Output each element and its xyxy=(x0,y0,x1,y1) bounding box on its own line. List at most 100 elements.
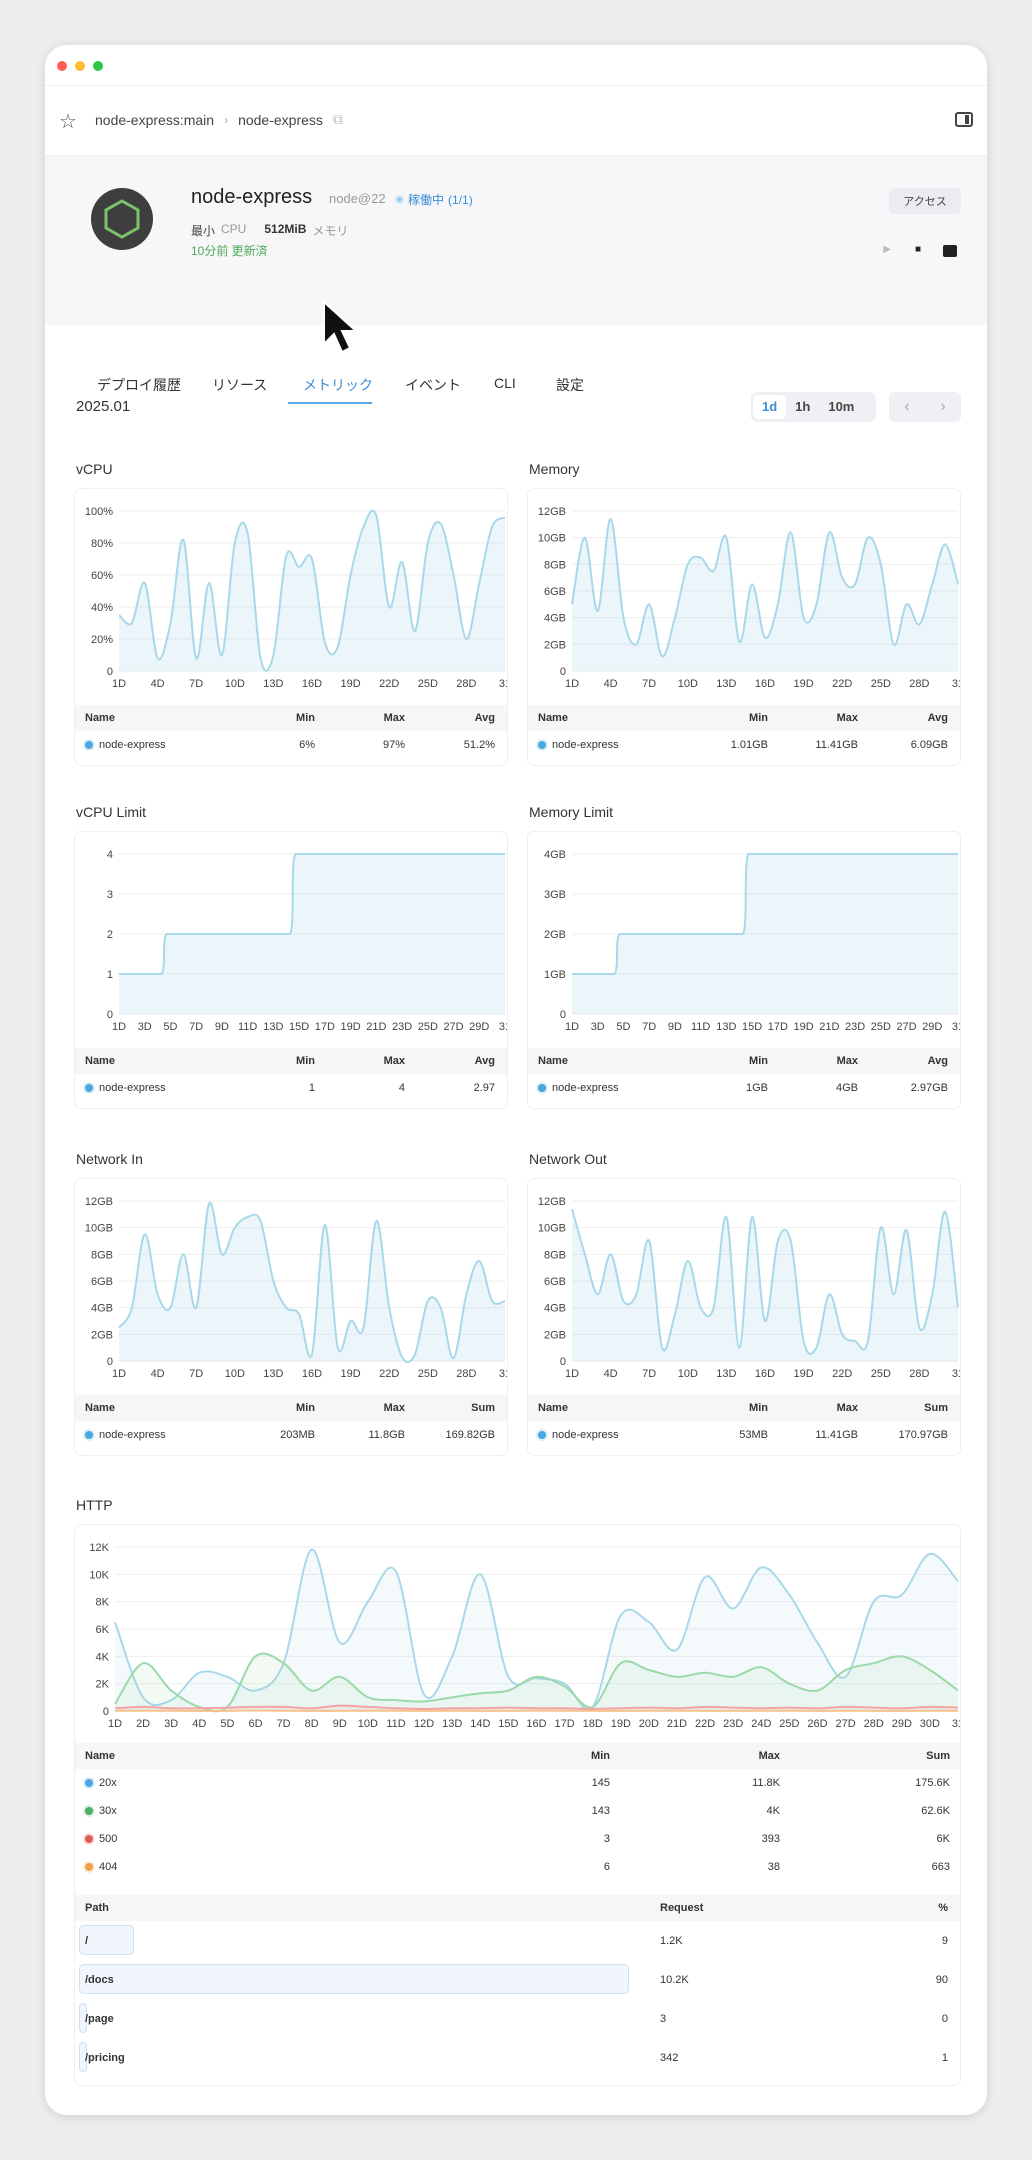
table-row[interactable]: 404 6 38 663 xyxy=(75,1853,960,1881)
y-tick-label: 2GB xyxy=(544,1329,566,1341)
x-tick-label: 15D xyxy=(289,1021,309,1033)
x-tick-label: 31 xyxy=(952,1368,960,1380)
series-line-node-express xyxy=(118,509,506,672)
table-row[interactable]: node-express 1.01GB 11.41GB 6.09GB xyxy=(528,731,960,759)
sidebar-toggle-icon[interactable] xyxy=(955,112,973,127)
table-row[interactable]: 20x 145 11.8K 175.6K xyxy=(75,1769,960,1797)
network-out-chart: 0 2GB 4GB 6GB 8GB 10GB 12GB 1D 4D 7D 10D 13D 16D 19D 2… xyxy=(538,1196,960,1380)
range-1h[interactable]: 1h xyxy=(795,399,811,414)
status-text: 稼働中 xyxy=(408,193,445,207)
table-row[interactable]: node-express 1GB 4GB 2.97GB xyxy=(528,1074,960,1102)
x-tick-label: 13D xyxy=(263,1368,283,1380)
x-tick-label: 30D xyxy=(920,1718,940,1730)
x-tick-label: 31 xyxy=(499,1021,507,1033)
tab-events[interactable]: イベント xyxy=(405,377,461,393)
request-percent: 1 xyxy=(941,2051,948,2064)
table-cell: 6% xyxy=(299,739,315,751)
x-tick-label: 28D xyxy=(909,1368,929,1380)
service-name: node-express xyxy=(191,186,313,208)
legend-swatch xyxy=(538,1431,546,1439)
breadcrumb-service[interactable]: node-express xyxy=(238,111,323,128)
y-tick-label: 3GB xyxy=(544,889,566,901)
x-tick-label: 9D xyxy=(333,1718,347,1730)
y-tick-label: 8K xyxy=(96,1597,110,1609)
legend-swatch xyxy=(85,1779,93,1787)
column-header: Min xyxy=(749,1402,768,1414)
x-tick-label: 11D xyxy=(238,1021,257,1033)
path-row[interactable]: /pricing 342 1 xyxy=(75,2038,960,2077)
table-row[interactable]: node-express 53MB 11.41GB 170.97GB xyxy=(528,1421,960,1449)
x-tick-label: 13D xyxy=(263,1021,283,1033)
series-area-node-express xyxy=(572,854,958,1014)
y-tick-label: 12K xyxy=(89,1542,109,1554)
x-tick-label: 3D xyxy=(591,1021,605,1033)
column-header: Min xyxy=(296,712,315,724)
close-window-button[interactable] xyxy=(57,61,67,71)
breadcrumb-project[interactable]: node-express:main xyxy=(95,111,215,128)
table-header: Path Request% xyxy=(75,1895,960,1921)
table-cell: 4GB xyxy=(835,1082,858,1094)
terminal-icon[interactable] xyxy=(943,245,957,257)
table-cell: 6K xyxy=(936,1833,950,1845)
y-tick-label: 4GB xyxy=(544,849,566,861)
path-row[interactable]: /page 3 0 xyxy=(75,1999,960,2038)
table-row[interactable]: 500 3 393 6K xyxy=(75,1825,960,1853)
chevron-left-icon[interactable]: ‹ xyxy=(904,398,910,415)
spec-min-label: 最小 xyxy=(191,224,216,238)
x-tick-label: 31 xyxy=(952,678,960,690)
access-button[interactable]: アクセス xyxy=(889,188,961,214)
x-tick-label: 10D xyxy=(678,678,698,690)
range-10m[interactable]: 10m xyxy=(828,399,855,414)
column-header: Avg xyxy=(474,712,495,724)
x-tick-label: 22D xyxy=(832,1368,852,1380)
tab-resources[interactable]: リソース xyxy=(212,377,268,393)
series-label: 30x xyxy=(99,1805,117,1817)
y-tick-label: 2GB xyxy=(544,639,566,651)
x-tick-label: 16D xyxy=(302,1368,322,1380)
table-row[interactable]: node-express 6% 97% 51.2% xyxy=(75,731,507,759)
maximize-window-button[interactable] xyxy=(93,61,103,71)
x-tick-label: 5D xyxy=(220,1718,234,1730)
path-row[interactable]: /docs 10.2K 90 xyxy=(75,1960,960,1999)
play-icon[interactable]: ▶ xyxy=(883,244,891,255)
table-cell: 393 xyxy=(761,1833,780,1845)
column-header: Max xyxy=(383,1402,405,1414)
x-tick-label: 4D xyxy=(192,1718,206,1730)
tab-settings[interactable]: 設定 xyxy=(556,377,584,393)
copy-icon[interactable]: ⧉ xyxy=(332,111,343,127)
minimize-window-button[interactable] xyxy=(75,61,85,71)
tab-deploy-history[interactable]: デプロイ履歴 xyxy=(97,377,181,393)
column-header: Name xyxy=(85,1402,115,1414)
x-tick-label: 25D xyxy=(871,1368,891,1380)
chevron-right-icon: › xyxy=(224,112,229,127)
y-tick-label: 40% xyxy=(91,602,113,614)
x-tick-label: 25D xyxy=(418,1368,438,1380)
memory-limit-card: 0 1GB 2GB 3GB 4GB 1D 3D 5D 7D 9D 11D 13D 15D 17D 19D 21… xyxy=(528,832,960,1108)
table-cell: 11.41GB xyxy=(815,1429,858,1441)
x-tick-label: 19D xyxy=(611,1718,631,1730)
series-line-20x xyxy=(114,1548,959,1711)
stop-icon[interactable]: ■ xyxy=(914,244,921,255)
request-count: 3 xyxy=(660,2012,667,2025)
path-row[interactable]: / 1.2K 9 xyxy=(75,1921,960,1960)
request-share-bar xyxy=(79,1964,629,1994)
table-row[interactable]: node-express 203MB 11.8GB 169.82GB xyxy=(75,1421,507,1449)
column-header: Max xyxy=(383,712,405,724)
table-row[interactable]: 30x 143 4K 62.6K xyxy=(75,1797,960,1825)
table-row[interactable]: node-express 1 4 2.97 xyxy=(75,1074,507,1102)
network-in-title: Network In xyxy=(76,1151,143,1167)
table-cell: 169.82GB xyxy=(445,1429,495,1441)
column-header: % xyxy=(938,1902,948,1914)
range-1d[interactable]: 1d xyxy=(753,395,787,419)
star-icon[interactable]: ☆ xyxy=(59,111,77,133)
column-header: Avg xyxy=(474,1055,495,1067)
table-cell: 175.6K xyxy=(915,1777,950,1789)
column-header: Min xyxy=(296,1055,315,1067)
tab-cli[interactable]: CLI xyxy=(494,375,516,391)
x-tick-label: 7D xyxy=(642,678,656,690)
table-cell: 1GB xyxy=(745,1082,768,1094)
tab-metrics[interactable]: メトリック xyxy=(303,377,373,393)
x-tick-label: 16D xyxy=(526,1718,546,1730)
chevron-right-icon[interactable]: › xyxy=(940,398,946,415)
http-table: Name Min Max Sum 20x 145 11.8K 175.6K 30x 143 4K 62… xyxy=(75,1743,960,1881)
